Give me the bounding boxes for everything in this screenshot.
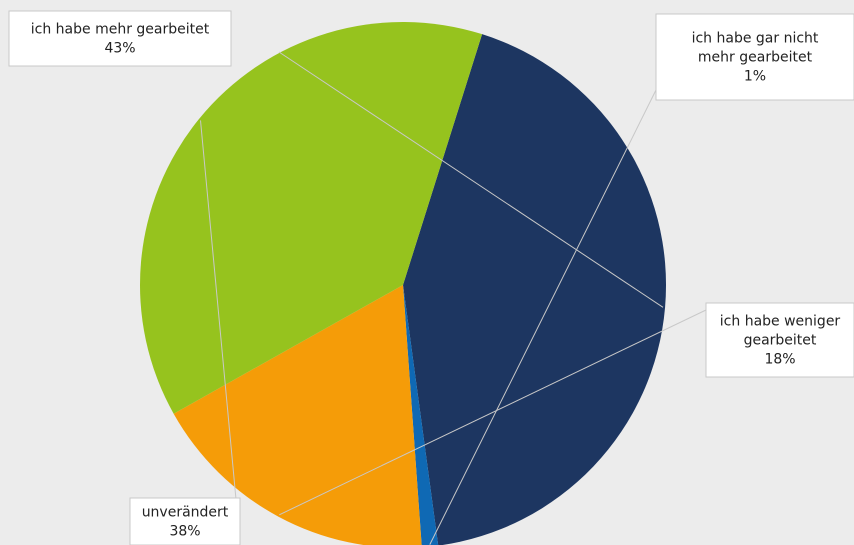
- data-label-unveraendert: unverändert 38%: [142, 505, 229, 540]
- data-label-category: gearbeitet: [744, 333, 817, 349]
- leader-line-weniger: [279, 309, 707, 516]
- leader-line-gar_nicht: [429, 89, 657, 545]
- data-label-percent: 1%: [744, 69, 766, 85]
- leader-line-mehr: [278, 51, 664, 308]
- callout-box-weniger: [705, 302, 854, 378]
- pie-slice-unveraendert: [140, 21, 483, 414]
- pie-slice-mehr: [403, 34, 667, 545]
- callout-box-mehr: [8, 10, 232, 67]
- data-label-category: ich habe weniger: [720, 314, 841, 330]
- callout-box-gar_nicht: [655, 13, 854, 101]
- data-label-weniger: ich habe weniger gearbeitet 18%: [720, 314, 841, 368]
- pie-slice-weniger: [173, 285, 422, 545]
- data-label-percent: 43%: [104, 41, 135, 57]
- data-label-category: mehr gearbeitet: [698, 50, 813, 66]
- data-label-gar_nicht: ich habe gar nicht mehr gearbeitet 1%: [692, 31, 819, 85]
- data-label-category: unverändert: [142, 505, 229, 521]
- pie-slices: [140, 21, 667, 545]
- data-label-percent: 18%: [764, 352, 795, 368]
- data-label-mehr: ich habe mehr gearbeitet 43%: [31, 22, 210, 57]
- data-label-category: ich habe gar nicht: [692, 31, 819, 47]
- leader-line-unveraendert: [200, 120, 241, 543]
- callout-box-unveraendert: [129, 497, 241, 545]
- pie-slice-gar_nicht: [403, 285, 439, 545]
- data-label-category: ich habe mehr gearbeitet: [31, 22, 210, 38]
- data-label-percent: 38%: [169, 524, 200, 540]
- pie-callouts: ich habe mehr gearbeitet 43% ich habe gar …: [8, 10, 854, 545]
